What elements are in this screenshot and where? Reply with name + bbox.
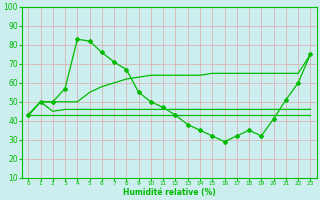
- X-axis label: Humidité relative (%): Humidité relative (%): [123, 188, 216, 197]
